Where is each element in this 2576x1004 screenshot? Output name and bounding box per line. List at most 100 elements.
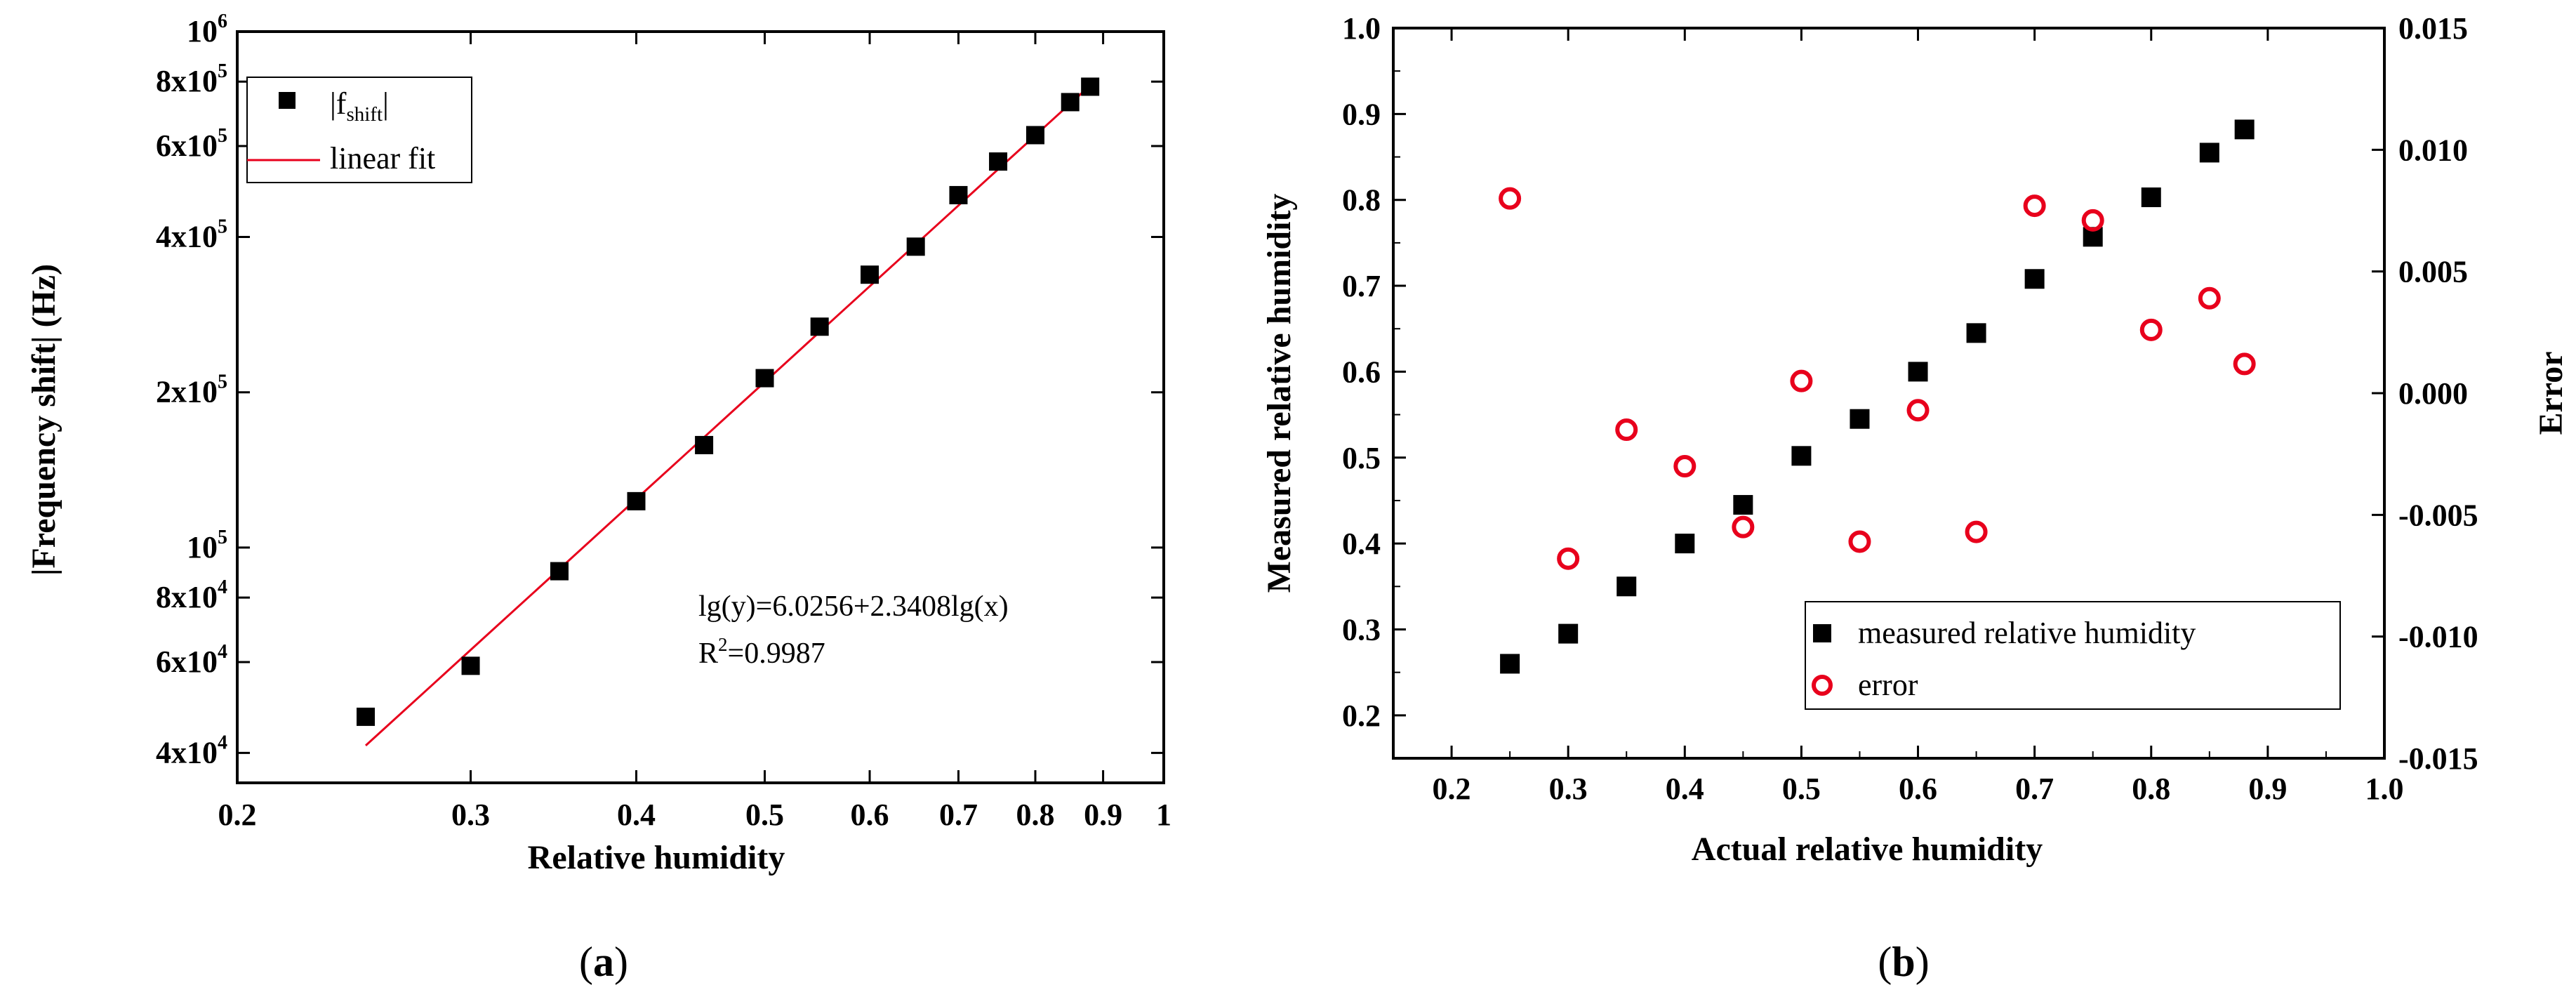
measured-point	[1908, 362, 1928, 382]
panel-letter-a: a	[593, 939, 614, 985]
y-tick-label-right-b: -0.010	[2398, 620, 2478, 654]
x-tick-label-a: 0.2	[218, 798, 257, 832]
y-axis-title-right-b: Error	[2532, 351, 2570, 435]
x-tick-label-b: 0.9	[2248, 772, 2287, 806]
x-axis-title-b: Actual relative humidity	[1692, 831, 2043, 868]
x-tick-label-b: 0.6	[1899, 772, 1937, 806]
measured-point	[2024, 269, 2045, 289]
legend-fshift-sub: shift	[346, 103, 383, 126]
fshift-point	[627, 491, 646, 510]
y-tick-label-a: 4x104	[156, 732, 227, 769]
y-tick-label-right-b: 0.005	[2398, 255, 2468, 289]
legend-label-measured: measured relative humidity	[1858, 616, 2196, 650]
error-points	[1499, 187, 2256, 570]
x-ticks-a: 0.2 0.3 0.4 0.5 0.6 0.7 0.8 0.9 1	[218, 32, 1171, 832]
measured-point	[1500, 654, 1520, 674]
x-tick-label-b: 0.5	[1782, 772, 1821, 806]
measured-points	[1500, 119, 2255, 674]
error-point	[1965, 520, 1988, 543]
fshift-point	[461, 656, 480, 675]
error-point	[2139, 318, 2163, 341]
error-point	[1790, 369, 1813, 392]
fshift-point	[1081, 77, 1100, 96]
measured-point	[1675, 534, 1695, 554]
measured-point	[1791, 446, 1812, 466]
legend-b: measured relative humidity error	[1805, 601, 2341, 710]
fit-equation: lg(y)=6.0256+2.3408lg(x)	[698, 590, 1009, 623]
panel-label-a: (a)	[579, 939, 628, 985]
error-point	[2081, 209, 2104, 232]
measured-point	[2234, 119, 2255, 140]
r-squared-base: R	[698, 638, 718, 670]
x-tick-label-a: 1	[1156, 798, 1171, 832]
legend-marker-error	[1812, 675, 1833, 696]
y-axis-title-b: Measured relative humidity	[1261, 194, 1298, 593]
measured-point	[1558, 623, 1579, 644]
fshift-point	[989, 152, 1008, 171]
legend-fshift-end: |	[383, 86, 389, 121]
y-tick-label-b: 0.9	[1342, 97, 1381, 131]
x-tick-label-a: 0.5	[745, 798, 784, 832]
panel-letter-b: b	[1892, 939, 1915, 985]
y-tick-label-b: 0.3	[1342, 612, 1381, 647]
fshift-point	[949, 185, 968, 204]
measured-point	[1733, 495, 1753, 515]
fshift-point	[357, 707, 376, 726]
fshift-point	[861, 265, 879, 284]
y-tick-label-right-b: 0.015	[2398, 11, 2468, 46]
legend-a: |fshift| linear fit	[246, 77, 472, 183]
y-tick-label-right-b: -0.015	[2398, 741, 2478, 776]
legend-box-b	[1805, 601, 2341, 710]
fshift-point	[1025, 126, 1044, 145]
r-squared-exp: 2	[718, 634, 728, 655]
fshift-point	[550, 562, 569, 581]
error-point	[1673, 455, 1697, 477]
fshift-point	[695, 435, 714, 454]
y-tick-label-b: 1.0	[1342, 11, 1381, 46]
x-ticks-b: 0.2 0.3 0.4 0.5 0.6 0.7 0.8 0.9 1.0	[1393, 28, 2404, 806]
error-point	[2023, 194, 2046, 218]
panel-label-b: (b)	[1878, 939, 1929, 985]
x-tick-label-b: 0.4	[1666, 772, 1704, 806]
r-squared: R2=0.9987	[698, 634, 825, 670]
legend-marker-measured	[1813, 624, 1831, 642]
y-tick-label-a: 2x105	[156, 371, 227, 409]
x-tick-label-a: 0.9	[1084, 798, 1122, 832]
y-tick-label-a: 8x104	[156, 576, 227, 614]
error-point	[1615, 418, 1638, 441]
legend-label-fshift: |fshift|	[330, 86, 389, 126]
x-tick-label-b: 0.7	[2015, 772, 2054, 806]
y-tick-label-a: 6x105	[156, 125, 227, 163]
x-tick-label-a: 0.6	[851, 798, 889, 832]
chart-panel-b: 0.2 0.3 0.4 0.5 0.6 0.7 0.8 0.9 1.0 0.2 0.3 0.4 0.5…	[1261, 11, 2570, 985]
x-axis-title-a: Relative humidity	[528, 839, 785, 876]
error-point	[2233, 352, 2256, 376]
y-tick-label-a: 6x104	[156, 641, 227, 679]
measured-point	[2199, 143, 2219, 163]
error-point	[1499, 187, 1522, 210]
x-tick-label-a: 0.8	[1016, 798, 1054, 832]
legend-marker-square	[279, 92, 296, 109]
y-tick-label-right-b: 0.000	[2398, 376, 2468, 411]
measured-point	[1966, 323, 1986, 343]
y-tick-label-a: 106	[187, 11, 227, 48]
error-point	[1906, 399, 1930, 422]
r-squared-value: =0.9987	[728, 638, 825, 670]
y-tick-label-b: 0.4	[1342, 527, 1381, 561]
legend-fshift-main: |f	[330, 86, 347, 121]
fshift-point	[810, 317, 829, 336]
measured-point	[1616, 576, 1637, 597]
fshift-point	[906, 237, 925, 256]
measured-point	[1850, 409, 1870, 429]
fshift-point	[1061, 93, 1080, 112]
y-tick-label-a: 4x105	[156, 216, 227, 253]
y-tick-label-b: 0.6	[1342, 355, 1381, 389]
y-tick-label-a: 8x105	[156, 60, 227, 98]
y-tick-label-right-b: 0.010	[2398, 133, 2468, 167]
y-ticks-a: 4x104 6x104 8x104 105 2x105 4x105 6x105 8x105 10…	[156, 11, 1164, 769]
error-point	[1848, 530, 1871, 553]
x-tick-label-b: 0.3	[1549, 772, 1588, 806]
x-tick-label-b: 1.0	[2365, 772, 2404, 806]
y-tick-label-b: 0.7	[1342, 269, 1381, 303]
